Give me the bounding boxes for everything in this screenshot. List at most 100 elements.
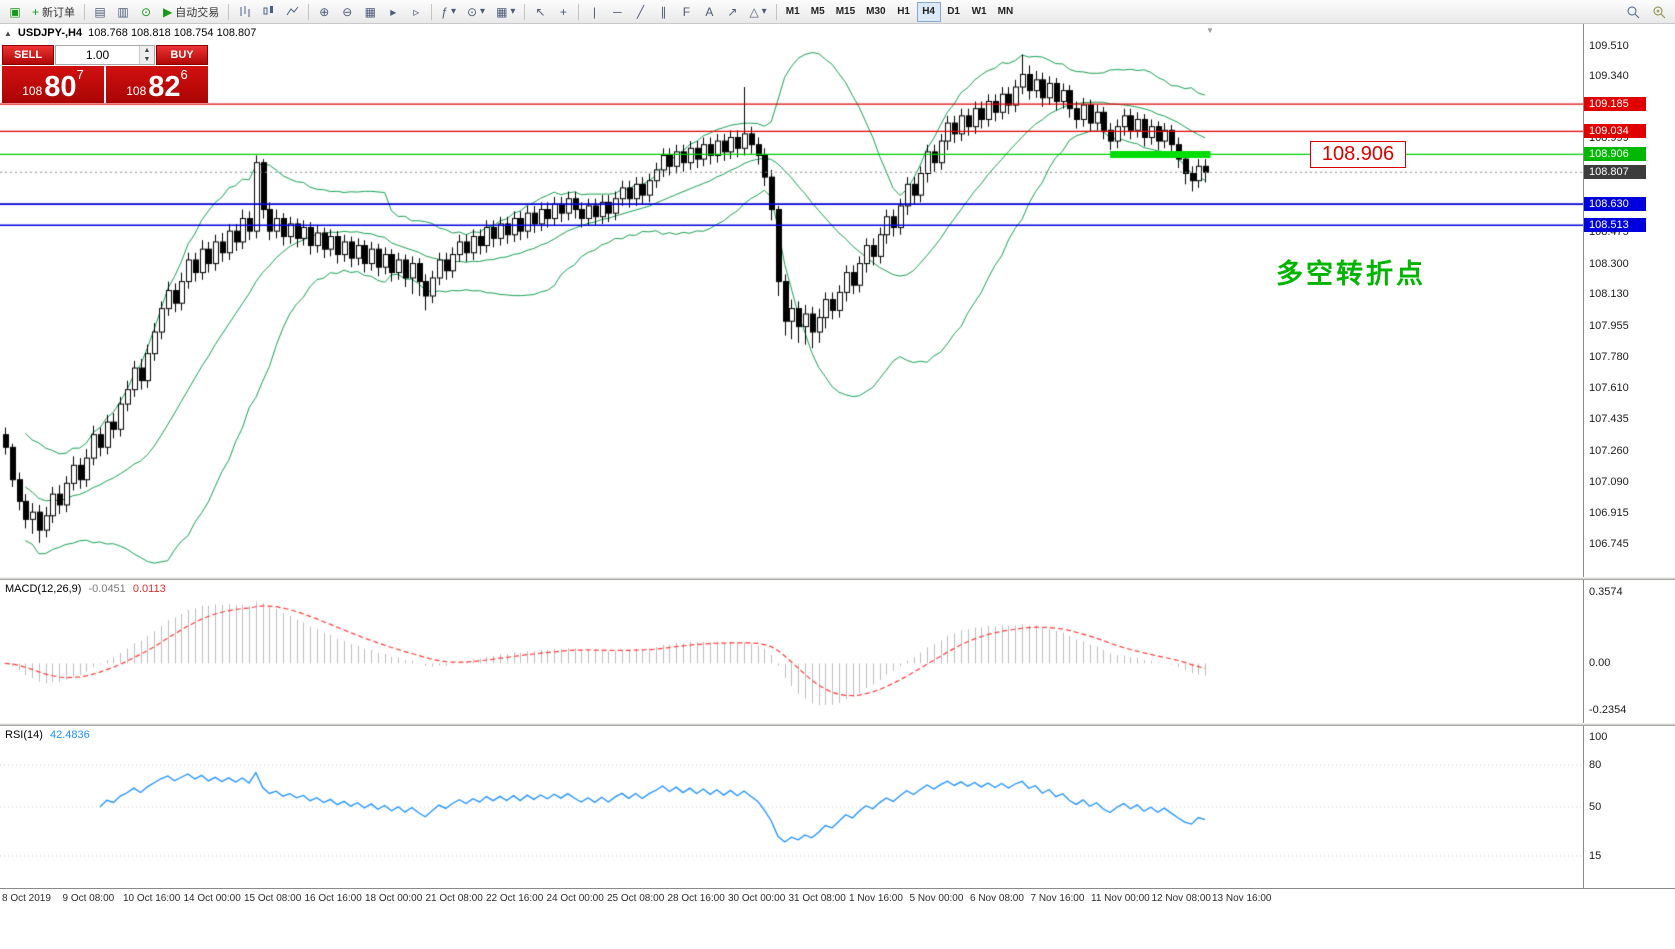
line-chart-mode-button[interactable]	[281, 2, 304, 22]
candlestick-icon	[263, 6, 274, 15]
zoom-out-icon: ⊖	[342, 4, 353, 19]
indicators-button[interactable]: ƒ ▾	[436, 2, 461, 22]
time-axis-label: 15 Oct 08:00	[244, 893, 302, 904]
collapse-panel-icon[interactable]: ▲	[4, 28, 12, 38]
price-chart-canvas[interactable]	[0, 24, 1583, 577]
text-tool-button[interactable]: A	[698, 2, 720, 22]
price-axis-label: 109.340	[1589, 70, 1629, 83]
autotrading-button[interactable]: ▶ 自动交易	[158, 2, 224, 22]
toolbar-separator	[84, 3, 86, 20]
quick-search-button[interactable]	[1647, 2, 1671, 22]
volume-input[interactable]	[56, 46, 139, 64]
buy-button[interactable]: BUY	[156, 45, 208, 65]
templates-button[interactable]: ▦ ▾	[491, 2, 520, 22]
data-window-button[interactable]: ▥	[112, 2, 134, 22]
time-axis-label: 5 Nov 00:00	[909, 893, 964, 904]
bar-chart-mode-button[interactable]	[233, 2, 256, 22]
macd-axis[interactable]: 0.3574 0.00 -0.2354	[1583, 580, 1675, 723]
horizontal-line-tool-button[interactable]: ─	[606, 2, 628, 22]
price-axis[interactable]: 109.510109.340109.170108.999108.475108.3…	[1583, 24, 1675, 577]
timeframe-mn-button[interactable]: MN	[993, 2, 1019, 22]
zoom-in-button[interactable]: ⊕	[313, 2, 335, 22]
chevron-down-icon: ▾	[510, 5, 516, 17]
timeframe-m1-button[interactable]: M1	[781, 2, 805, 22]
auto-scroll-button[interactable]: ▸	[382, 2, 404, 22]
macd-axis-label: 0.00	[1589, 657, 1611, 670]
macd-value: -0.0451	[88, 583, 126, 595]
toolbar-separator	[524, 3, 526, 20]
panel-splitter[interactable]	[0, 723, 1675, 726]
new-order-button[interactable]: + 新订单	[27, 2, 80, 22]
channel-icon: ∥	[660, 4, 667, 19]
spinner-up-icon[interactable]: ▲	[140, 46, 154, 55]
timeframe-m5-button[interactable]: M5	[806, 2, 830, 22]
navigator-button[interactable]: ⊙	[135, 2, 157, 22]
time-axis-label: 16 Oct 16:00	[304, 893, 362, 904]
macd-panel: MACD(12,26,9) -0.0451 0.0113 0.3574 0.00 -…	[0, 580, 1675, 723]
time-axis-label: 12 Nov 08:00	[1151, 893, 1212, 904]
rsi-axis-label: 50	[1589, 801, 1602, 813]
symbol-name: USDJPY-,H4	[17, 27, 83, 39]
cursor-button[interactable]: ↖	[529, 2, 551, 22]
timeframe-m30-button[interactable]: M30	[861, 2, 890, 22]
vertical-line-tool-button[interactable]: |	[583, 2, 605, 22]
line-chart-icon	[286, 6, 299, 16]
sell-quote[interactable]: 108 80 7	[2, 66, 104, 103]
macd-canvas[interactable]	[0, 580, 1583, 723]
time-axis[interactable]: 8 Oct 2019 9 Oct 08:00 10 Oct 16:00 14 Oct …	[0, 888, 1675, 910]
macd-name: MACD(12,26,9)	[5, 583, 82, 595]
crosshair-icon: +	[559, 4, 567, 19]
price-axis-badge: 108.513	[1584, 218, 1646, 233]
panel-splitter[interactable]	[0, 577, 1675, 580]
text-tool-icon: A	[705, 4, 714, 19]
spinner-down-icon[interactable]: ▼	[140, 55, 154, 64]
new-chart-button[interactable]: ▣	[4, 2, 26, 22]
timeframe-h1-button[interactable]: H1	[892, 2, 916, 22]
play-icon: ▶	[163, 4, 173, 19]
volume-box: ▲ ▼	[55, 45, 155, 65]
search-button[interactable]	[1621, 2, 1645, 22]
chart-shift-button[interactable]: ▹	[405, 2, 427, 22]
candle-chart-mode-button[interactable]	[257, 2, 280, 22]
timeframe-m15-button[interactable]: M15	[831, 2, 860, 22]
new-order-label: 新订单	[42, 6, 76, 19]
timeframe-w1-button[interactable]: W1	[967, 2, 992, 22]
market-watch-button[interactable]: ▤	[89, 2, 111, 22]
cursor-icon: ↖	[535, 4, 546, 19]
buy-quote[interactable]: 108 82 6	[106, 66, 208, 103]
rsi-label: RSI(14) 42.4836	[5, 729, 90, 741]
zoom-out-button[interactable]: ⊖	[336, 2, 358, 22]
chevron-down-icon: ▾	[480, 5, 486, 17]
timeframe-h4-button[interactable]: H4	[916, 1, 941, 22]
clock-icon: ⊙	[466, 4, 478, 19]
time-axis-label: 6 Nov 08:00	[970, 893, 1024, 904]
price-note[interactable]: 108.906	[1310, 141, 1406, 168]
autotrading-label: 自动交易	[175, 6, 220, 19]
fibonacci-tool-button[interactable]: F	[675, 2, 697, 22]
rsi-axis-label: 80	[1589, 759, 1602, 772]
arrows-tool-button[interactable]: ↗	[721, 2, 743, 22]
rsi-axis[interactable]: 100 80 50 15	[1583, 726, 1675, 888]
chart-shift-marker-icon[interactable]: ▼	[1206, 26, 1214, 35]
rsi-canvas[interactable]	[0, 726, 1583, 888]
toolbar-separator	[578, 3, 580, 20]
toolbar-separator	[775, 3, 777, 20]
price-axis-badge: 108.906	[1584, 147, 1646, 162]
price-chart-panel: ▲ USDJPY-,H4 108.768 108.818 108.754 108…	[0, 24, 1675, 577]
crosshair-button[interactable]: +	[552, 2, 574, 22]
shapes-tool-button[interactable]: △ ▾	[744, 2, 771, 22]
channel-tool-button[interactable]: ∥	[652, 2, 674, 22]
search-icon	[1627, 6, 1640, 18]
timeframe-d1-button[interactable]: D1	[942, 2, 966, 22]
rsi-axis-label: 15	[1589, 849, 1602, 862]
buy-price-pip: 6	[180, 67, 188, 82]
buy-price-big: 82	[148, 71, 181, 104]
annotation-text[interactable]: 多空转折点	[1276, 259, 1426, 289]
trendline-tool-button[interactable]: ╱	[629, 2, 651, 22]
tile-windows-button[interactable]: ▦	[359, 2, 381, 22]
rsi-panel: RSI(14) 42.4836 100 80 50 15	[0, 726, 1675, 888]
sell-button[interactable]: SELL	[2, 45, 54, 65]
time-axis-label: 7 Nov 16:00	[1030, 893, 1085, 904]
toolbar-separator	[228, 3, 230, 20]
periods-button[interactable]: ⊙ ▾	[462, 2, 490, 22]
